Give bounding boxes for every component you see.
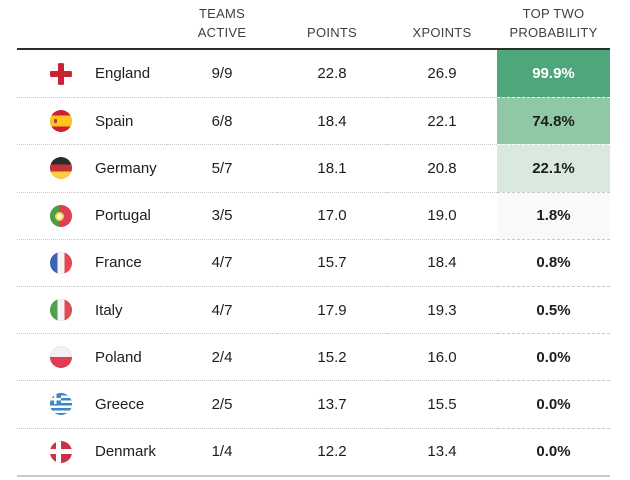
- column-header-xpoints: XPOINTS: [387, 23, 497, 42]
- table-row: Denmark 1/4 12.2 13.4 0.0%: [17, 427, 610, 475]
- country-name: Portugal: [78, 191, 167, 239]
- top-two-probability-cell: 0.0%: [497, 380, 610, 428]
- points-value: 15.7: [277, 238, 387, 286]
- xpoints-value: 26.9: [427, 65, 457, 83]
- portugal-flag-icon: [50, 204, 72, 227]
- points-value: 17.9: [277, 285, 387, 333]
- table-row: England 9/9 22.8 26.9 99.9%: [17, 50, 610, 98]
- greece-flag-icon: [50, 393, 72, 416]
- spain-flag-icon: [50, 110, 72, 133]
- column-header-teams-active: TEAMS ACTIVE: [167, 4, 277, 42]
- teams-active-label-line2: ACTIVE: [197, 25, 247, 40]
- flag-cell: [17, 380, 78, 427]
- teams-active-value: 5/7: [167, 144, 277, 191]
- xpoints-value: 19.3: [387, 285, 497, 333]
- xpoints-value: 22.1: [387, 97, 497, 144]
- table-row: Portugal 3/5 17.0 19.0 1.8%: [17, 191, 610, 239]
- top-two-label-line2: PROBABILITY: [509, 25, 598, 40]
- xpoints-value: 15.5: [387, 380, 497, 427]
- top-two-probability-cell: 0.5%: [497, 285, 610, 334]
- column-header-points: POINTS: [277, 23, 387, 42]
- top-two-probability-cell: 74.8%: [497, 97, 610, 145]
- top-two-probability-cell: 99.9%: [497, 50, 610, 98]
- xpoints-value: 20.8: [387, 144, 497, 191]
- country-name: Denmark: [78, 427, 167, 475]
- teams-active-value: 9/9: [211, 65, 233, 83]
- england-flag-icon: [50, 62, 72, 85]
- table-body: England 9/9 22.8 26.9 99.9% Spain 6/8 18…: [17, 50, 610, 477]
- points-value: 15.2: [277, 333, 387, 380]
- italy-flag-icon: [50, 299, 72, 322]
- flag-cell: [17, 333, 78, 380]
- table-row: Poland 2/4 15.2 16.0 0.0%: [17, 333, 610, 381]
- table-row: Italy 4/7 17.9 19.3 0.5%: [17, 285, 610, 334]
- country-name: Poland: [78, 333, 167, 380]
- points-label: POINTS: [307, 25, 357, 40]
- points-value: 13.7: [277, 380, 387, 427]
- germany-flag-icon: [50, 157, 72, 180]
- france-flag-icon: [50, 251, 72, 274]
- poland-flag-icon: [50, 346, 72, 369]
- xpoints-value: 16.0: [387, 333, 497, 380]
- flag-cell: [17, 191, 78, 239]
- xpoints-value: 13.4: [387, 427, 497, 475]
- points-value: 12.2: [277, 427, 387, 475]
- top-two-probability-cell: 0.8%: [497, 238, 610, 286]
- top-two-label-line1: TOP TWO: [522, 6, 585, 21]
- flag-cell: [17, 238, 78, 286]
- teams-active-value: 4/7: [167, 285, 277, 333]
- flag-cell: [17, 50, 78, 97]
- table-row: Germany 5/7 18.1 20.8 22.1%: [17, 144, 610, 192]
- teams-active-value: 1/4: [167, 427, 277, 475]
- teams-active-value: 2/4: [167, 333, 277, 380]
- flag-cell: [17, 285, 78, 333]
- country-name: France: [78, 238, 167, 286]
- xpoints-label: XPOINTS: [412, 25, 472, 40]
- teams-active-value: 3/5: [167, 191, 277, 239]
- teams-active-value: 2/5: [167, 380, 277, 427]
- xpoints-value: 18.4: [387, 238, 497, 286]
- table-header: TEAMS ACTIVE POINTS XPOINTS TOP TWO PROB…: [17, 0, 610, 50]
- country-name: Italy: [78, 285, 167, 333]
- points-value: 17.0: [277, 191, 387, 239]
- top-two-probability-cell: 1.8%: [497, 191, 610, 239]
- denmark-flag-icon: [50, 440, 72, 463]
- points-value: 22.8: [317, 65, 347, 83]
- table-row: Spain 6/8 18.4 22.1 74.8%: [17, 97, 610, 145]
- flag-cell: [17, 427, 78, 475]
- teams-active-value: 6/8: [167, 97, 277, 144]
- xpoints-value: 19.0: [387, 191, 497, 239]
- table-row: France 4/7 15.7 18.4 0.8%: [17, 238, 610, 286]
- country-name: England: [95, 65, 151, 83]
- column-header-top-two-probability: TOP TWO PROBABILITY: [497, 4, 610, 42]
- top-two-probability-cell: 0.0%: [497, 333, 610, 381]
- teams-active-label-line1: TEAMS: [198, 6, 246, 21]
- table-row: Greece 2/5 13.7 15.5 0.0%: [17, 380, 610, 428]
- flag-cell: [17, 144, 78, 191]
- country-name: Spain: [78, 97, 167, 144]
- top-two-probability-cell: 22.1%: [497, 144, 610, 192]
- forecast-standings-table: TEAMS ACTIVE POINTS XPOINTS TOP TWO PROB…: [17, 0, 610, 477]
- country-name: Germany: [78, 144, 167, 191]
- points-value: 18.4: [277, 97, 387, 144]
- points-value: 18.1: [277, 144, 387, 191]
- teams-active-value: 4/7: [167, 238, 277, 286]
- country-name: Greece: [78, 380, 167, 427]
- flag-cell: [17, 97, 78, 144]
- top-two-probability-cell: 0.0%: [497, 427, 610, 475]
